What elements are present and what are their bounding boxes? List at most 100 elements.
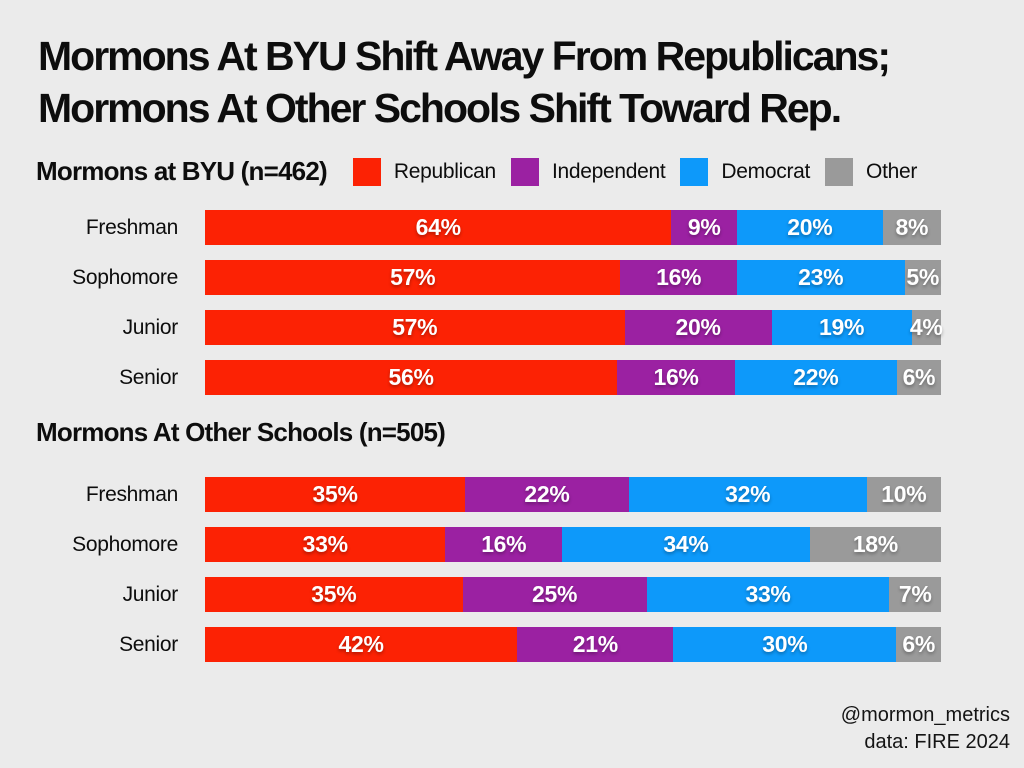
footer-source: data: FIRE 2024 <box>864 731 1010 753</box>
segment-independent: 16% <box>620 260 737 295</box>
segment-value: 21% <box>572 631 618 657</box>
segment-other: 4% <box>909 310 943 345</box>
segment-independent: 9% <box>671 210 737 245</box>
segment-other: 10% <box>866 477 941 512</box>
segment-value: 64% <box>415 214 461 240</box>
bar-row-senior: Senior 56% 16% 22% 6% <box>30 360 941 395</box>
bar-row-sophomore: Sophomore 57% 16% 23% 5% <box>30 260 941 295</box>
stacked-bar-sophomore: 57% 16% 23% 5% <box>205 260 941 295</box>
section-title-byu: Mormons at BYU (n=462) <box>36 156 328 186</box>
bar-row-junior: Junior 35% 25% 33% 7% <box>30 577 941 612</box>
segment-value: 20% <box>787 214 833 240</box>
segment-value: 57% <box>392 314 438 340</box>
chart-byu: Freshman 64% 9% 20% 8% Sophomore 57% 16% 23% 5% Ju… <box>30 210 943 410</box>
segment-republican: 56% <box>205 360 618 395</box>
segment-republican: 35% <box>205 577 463 612</box>
segment-value: 35% <box>311 581 357 607</box>
segment-value: 56% <box>388 364 434 390</box>
stacked-bar-freshman: 64% 9% 20% 8% <box>205 210 941 245</box>
segment-value: 6% <box>902 631 935 657</box>
segment-independent: 16% <box>445 527 563 562</box>
segment-value: 42% <box>338 631 384 657</box>
segment-other: 7% <box>889 577 941 612</box>
segment-other: 8% <box>882 210 941 245</box>
legend: Republican Independent Democrat Other <box>352 157 918 186</box>
stacked-bar-junior: 35% 25% 33% 7% <box>205 577 941 612</box>
segment-value: 57% <box>390 264 436 290</box>
bar-row-freshman: Freshman 64% 9% 20% 8% <box>30 210 941 245</box>
row-label-junior: Junior <box>122 582 179 606</box>
segment-democrat: 23% <box>736 260 905 295</box>
republican-swatch <box>352 157 381 186</box>
segment-other: 6% <box>896 360 941 395</box>
segment-value: 5% <box>906 264 940 290</box>
other-swatch <box>825 157 854 186</box>
segment-value: 19% <box>819 314 865 340</box>
segment-independent: 21% <box>517 627 674 662</box>
segment-democrat: 30% <box>673 627 897 662</box>
legend-item-democrat: Democrat <box>680 157 810 186</box>
segment-value: 30% <box>762 631 808 657</box>
segment-other: 18% <box>809 527 941 562</box>
segment-republican: 57% <box>205 310 625 345</box>
legend-label-other: Other <box>866 159 918 183</box>
legend-item-republican: Republican <box>352 157 496 186</box>
section-title-other-schools: Mormons At Other Schools (n=505) <box>36 417 446 447</box>
segment-republican: 64% <box>205 210 672 245</box>
segment-value: 18% <box>852 531 898 557</box>
segment-value: 35% <box>312 481 358 507</box>
page-title: Mormons At BYU Shift Away From Republica… <box>38 30 891 134</box>
segment-democrat: 34% <box>562 527 810 562</box>
segment-value: 23% <box>798 264 844 290</box>
segment-democrat: 32% <box>628 477 867 512</box>
segment-republican: 42% <box>205 627 518 662</box>
segment-other: 6% <box>896 627 941 662</box>
bar-row-senior: Senior 42% 21% 30% 6% <box>30 627 941 662</box>
legend-item-other: Other <box>825 157 918 186</box>
segment-value: 10% <box>881 481 927 507</box>
segment-democrat: 33% <box>646 577 890 612</box>
segment-value: 34% <box>663 531 709 557</box>
segment-value: 22% <box>793 364 839 390</box>
row-label-freshman: Freshman <box>85 482 178 506</box>
chart-other-schools: Freshman 35% 22% 32% 10% Sophomore 33% 16% 34% 18… <box>30 477 941 677</box>
segment-independent: 20% <box>624 310 772 345</box>
segment-democrat: 19% <box>771 310 912 345</box>
segment-value: 16% <box>656 264 702 290</box>
segment-republican: 57% <box>205 260 621 295</box>
bar-row-freshman: Freshman 35% 22% 32% 10% <box>30 477 941 512</box>
segment-republican: 33% <box>205 527 446 562</box>
row-label-junior: Junior <box>122 315 179 339</box>
legend-label-republican: Republican <box>393 159 496 183</box>
segment-value: 22% <box>524 481 570 507</box>
segment-value: 33% <box>745 581 791 607</box>
segment-value: 16% <box>481 531 527 557</box>
segment-value: 32% <box>725 481 771 507</box>
legend-item-independent: Independent <box>510 157 666 186</box>
segment-democrat: 20% <box>736 210 883 245</box>
segment-value: 4% <box>909 314 943 340</box>
row-label-senior: Senior <box>119 365 178 389</box>
segment-independent: 16% <box>617 360 735 395</box>
stacked-bar-senior: 42% 21% 30% 6% <box>205 627 941 662</box>
footer: @mormon_metrics data: FIRE 2024 <box>841 702 1010 756</box>
stacked-bar-sophomore: 33% 16% 34% 18% <box>205 527 941 562</box>
segment-value: 33% <box>302 531 348 557</box>
segment-independent: 22% <box>465 477 629 512</box>
segment-value: 16% <box>653 364 699 390</box>
segment-value: 9% <box>687 214 721 240</box>
row-label-senior: Senior <box>119 632 178 656</box>
page-title-line1: Mormons At BYU Shift Away From Republica… <box>38 33 891 79</box>
independent-swatch <box>510 157 539 186</box>
segment-democrat: 22% <box>734 360 897 395</box>
row-label-freshman: Freshman <box>85 215 178 239</box>
democrat-swatch <box>680 157 709 186</box>
stacked-bar-junior: 57% 20% 19% 4% <box>205 310 943 345</box>
segment-value: 7% <box>898 581 932 607</box>
segment-value: 25% <box>532 581 578 607</box>
segment-value: 6% <box>902 364 936 390</box>
bar-row-sophomore: Sophomore 33% 16% 34% 18% <box>30 527 941 562</box>
segment-value: 8% <box>895 214 929 240</box>
row-label-sophomore: Sophomore <box>72 265 178 289</box>
